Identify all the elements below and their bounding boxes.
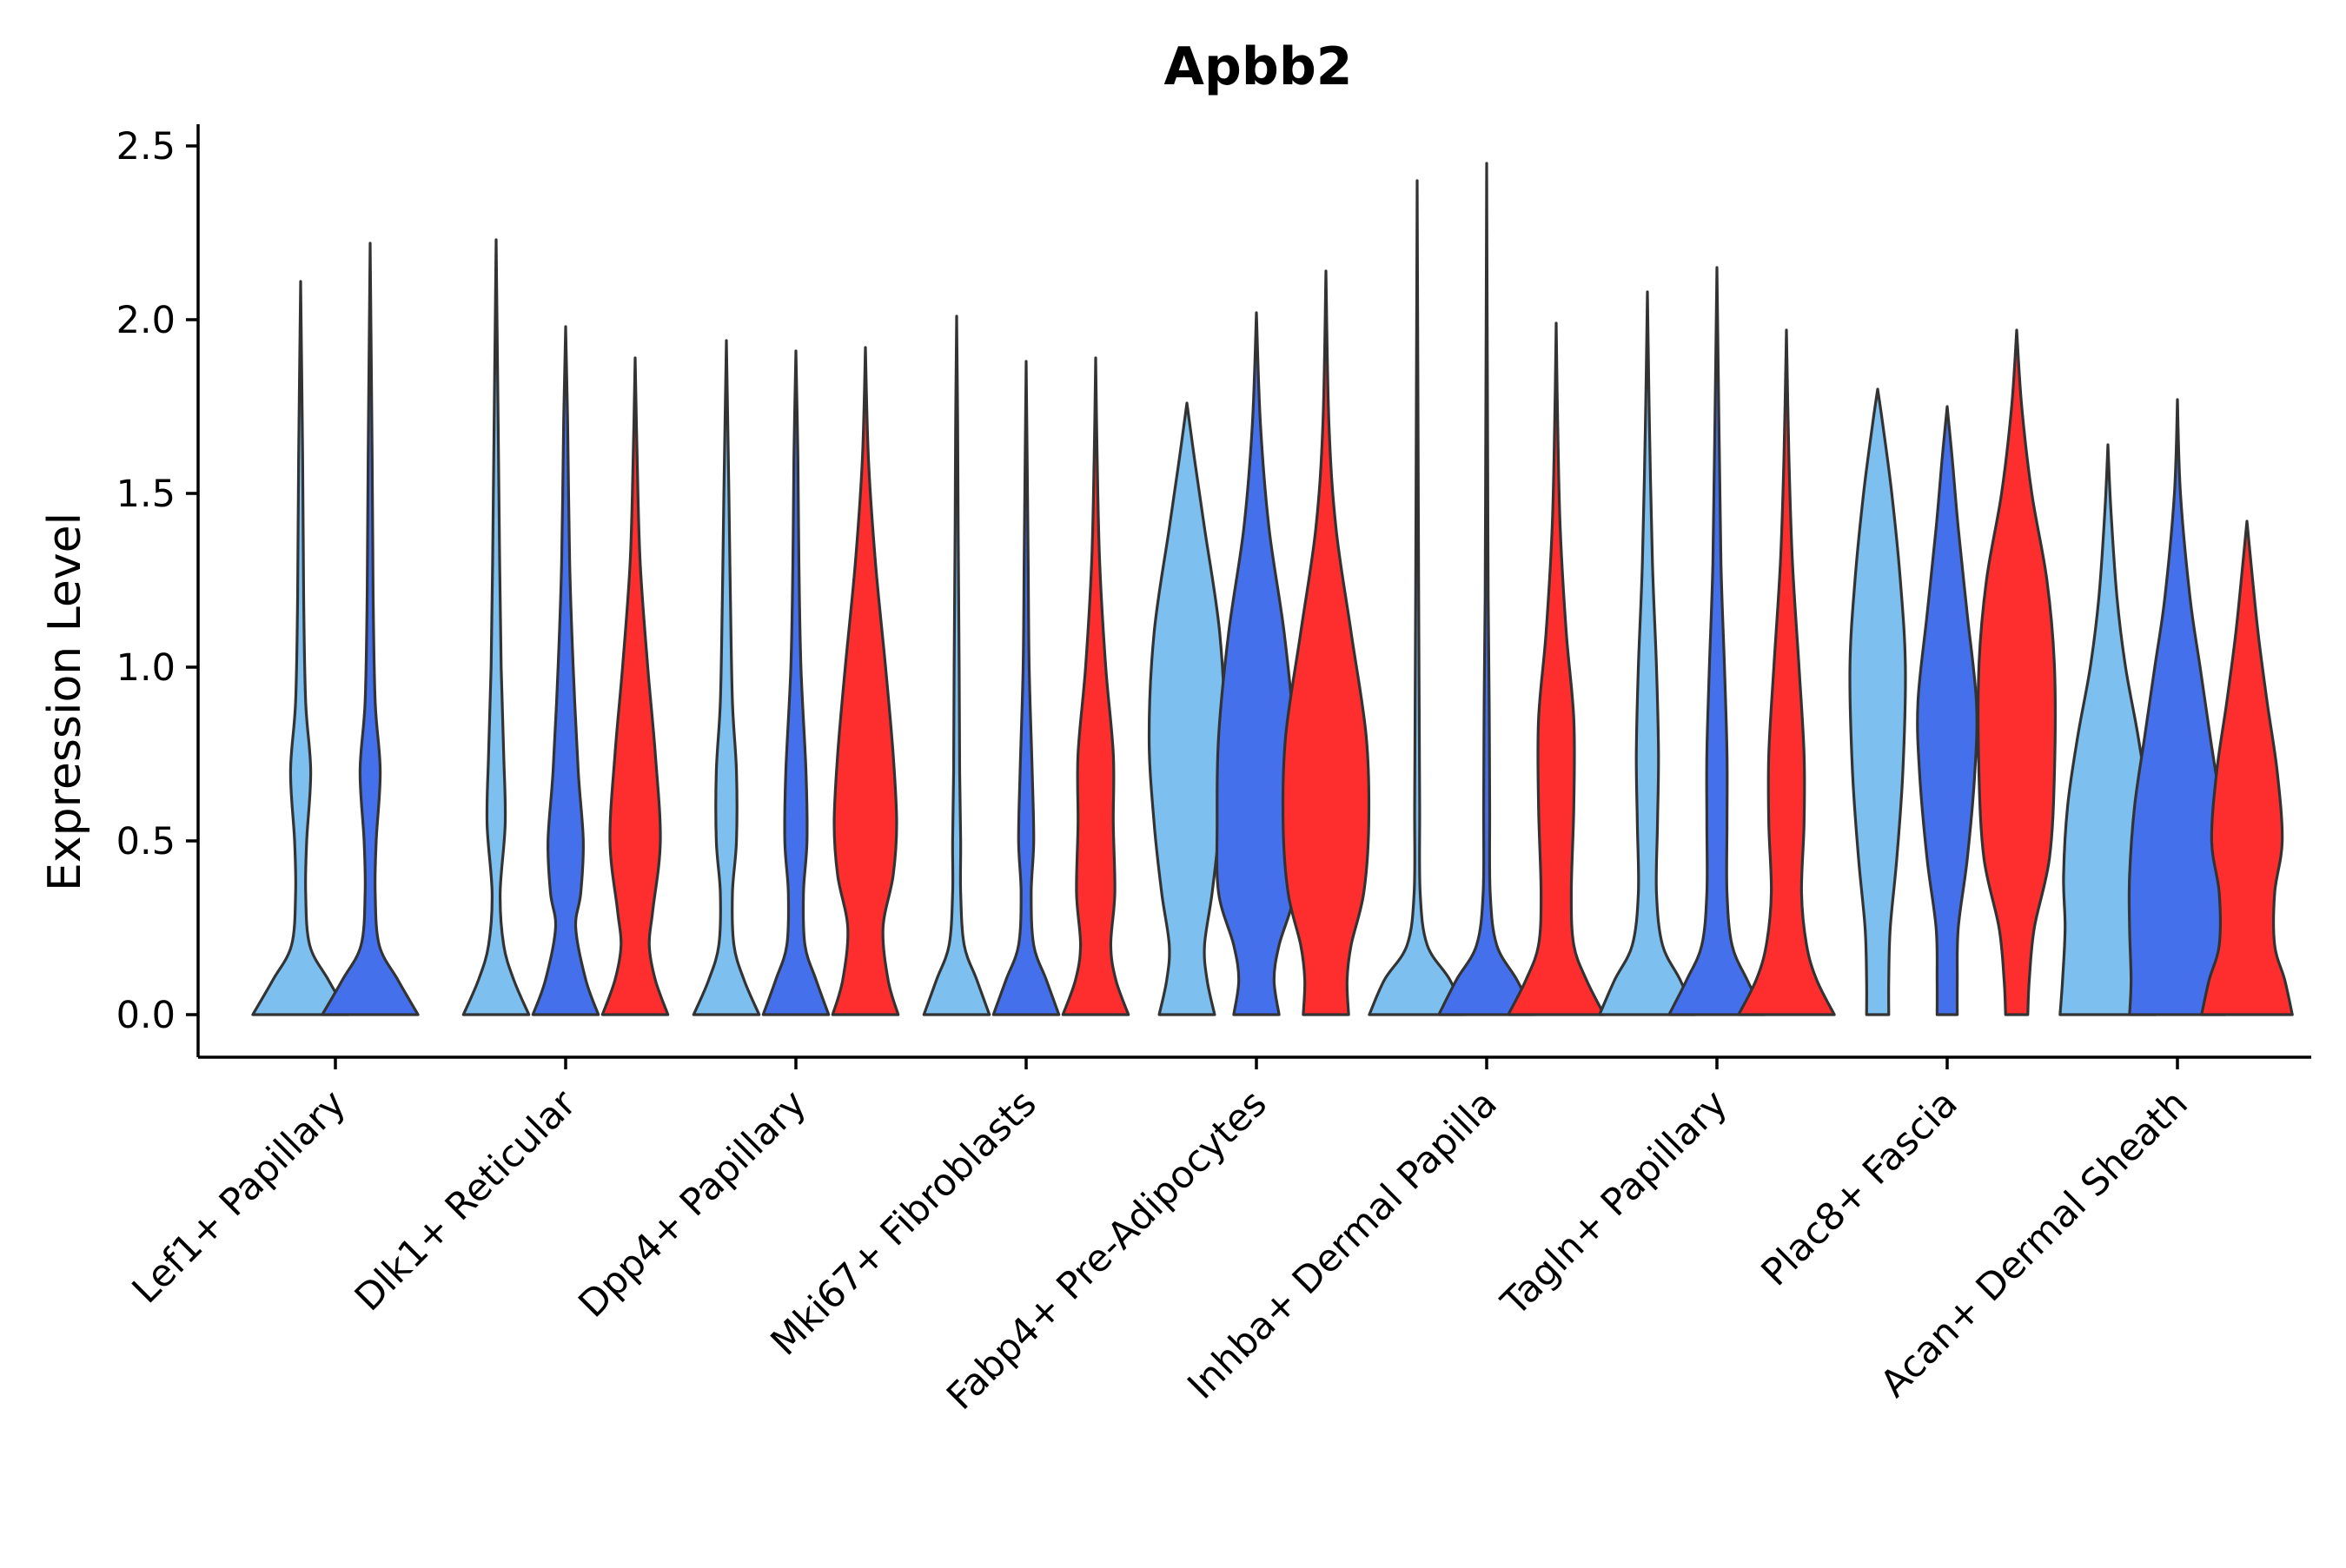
x-tick-label: Dlk1+ Reticular [347, 1082, 585, 1320]
violin [2127, 398, 2228, 1016]
violins-layer [251, 162, 2294, 1016]
violin [251, 280, 350, 1016]
violin [1437, 162, 1536, 1016]
violin [831, 346, 900, 1016]
violin-group [2058, 398, 2294, 1016]
violin [761, 349, 831, 1016]
violin [1598, 290, 1697, 1016]
violin [1737, 328, 1836, 1016]
violin [991, 360, 1061, 1016]
violin [692, 339, 761, 1016]
y-tick-label: 0.5 [116, 820, 176, 863]
violin [461, 238, 531, 1016]
violin [2200, 519, 2294, 1016]
violin-group [461, 238, 670, 1016]
violin [1507, 321, 1606, 1016]
violin [1848, 387, 1907, 1016]
violin-group [692, 339, 900, 1016]
violin [1215, 311, 1298, 1016]
x-tick-label: Plac8+ Fascia [1753, 1082, 1966, 1294]
x-tick-label: Mki67+ Fibroblasts [763, 1082, 1045, 1364]
violin-group [1848, 328, 2058, 1016]
violin [1368, 179, 1467, 1016]
violin [1147, 401, 1227, 1016]
y-tick-label: 2.0 [116, 299, 176, 342]
violin-group [1368, 162, 1606, 1016]
violin [922, 314, 991, 1016]
y-tick-label: 2.5 [116, 125, 176, 169]
violin [1976, 328, 2058, 1016]
x-tick-label: Dpp4+ Papillary [571, 1082, 815, 1326]
violin-group [922, 314, 1130, 1016]
violin [321, 241, 420, 1016]
violin [1667, 266, 1766, 1016]
violin [1061, 356, 1130, 1016]
chart-title: Apbb2 [1163, 36, 1352, 97]
violin-group [1598, 266, 1836, 1016]
violin [1916, 405, 1978, 1016]
violin-group [1147, 269, 1371, 1016]
violin [600, 356, 670, 1016]
y-tick-label: 0.0 [116, 994, 176, 1037]
y-tick-label: 1.5 [116, 473, 176, 516]
x-tick-label: Lef1+ Papillary [124, 1082, 355, 1312]
x-tick-label: Tagln+ Papillary [1493, 1082, 1736, 1325]
y-tick-label: 1.0 [116, 646, 176, 690]
y-axis-label: Expression Level [39, 513, 91, 891]
violin-group [251, 241, 420, 1016]
violin [531, 325, 600, 1016]
violin [1281, 269, 1371, 1016]
